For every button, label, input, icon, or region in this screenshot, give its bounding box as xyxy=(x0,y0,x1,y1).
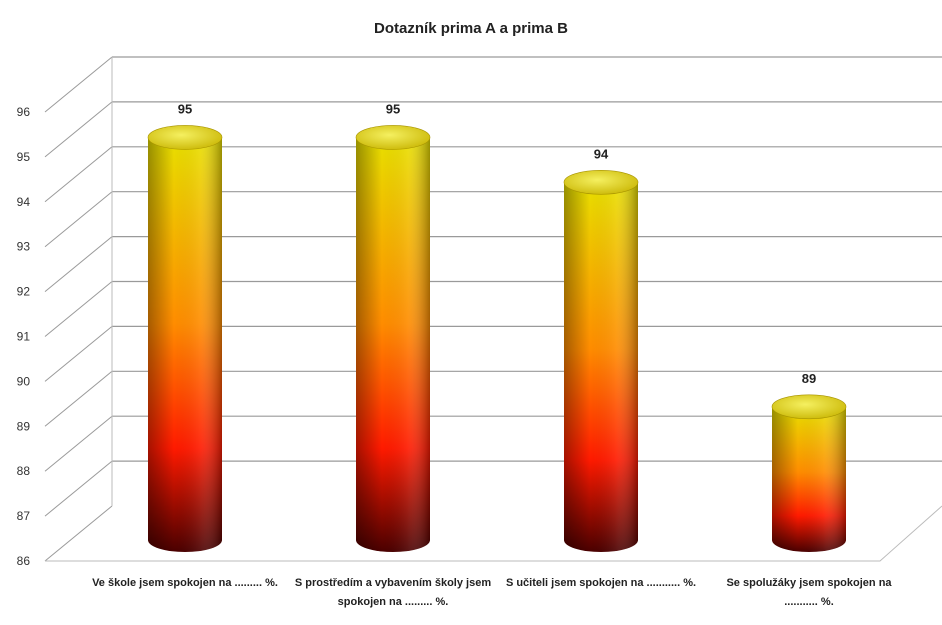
y-tick-label: 92 xyxy=(17,285,31,299)
bars: 95 95 94 89 xyxy=(147,101,847,553)
bar-top xyxy=(771,394,847,420)
bar xyxy=(147,125,223,552)
y-tick-label: 93 xyxy=(17,240,31,254)
gridlines: 86 87 88 89 90 91 92 93 94 95 96 xyxy=(17,56,942,568)
gridline-side xyxy=(44,146,113,203)
data-label: 94 xyxy=(594,146,609,161)
y-tick-label: 96 xyxy=(17,105,31,119)
y-tick-label: 95 xyxy=(17,150,31,164)
x-tick-label: S prostředím a vybavením školy jsem spok… xyxy=(294,577,492,608)
bar xyxy=(771,394,847,552)
bar-top xyxy=(563,170,639,195)
x-tick-label: Se spolužáky jsem spokojen na ..........… xyxy=(726,577,892,608)
y-tick-label: 90 xyxy=(17,374,31,388)
chart-title: Dotazník prima A a prima B xyxy=(374,20,568,37)
gridline-side xyxy=(44,370,113,427)
y-tick-label: 94 xyxy=(17,195,31,209)
bar xyxy=(355,125,431,552)
bar-shading xyxy=(148,137,222,552)
gridline-side xyxy=(44,101,113,158)
gridline-side xyxy=(44,460,113,517)
gridline-side xyxy=(44,326,113,382)
x-tick-label: S učiteli jsem spokojen na ........... %… xyxy=(505,577,697,589)
bar-shading xyxy=(564,182,638,553)
data-label: 95 xyxy=(178,101,192,116)
y-tick-label: 87 xyxy=(17,509,31,523)
x-tick-label: Ve škole jsem spokojen na ......... %. xyxy=(92,577,278,589)
bar-shading xyxy=(772,406,846,552)
axis-frame xyxy=(45,57,942,562)
bar-top xyxy=(355,125,431,150)
y-tick-label: 88 xyxy=(17,464,31,478)
bar xyxy=(563,170,639,553)
data-label: 89 xyxy=(802,371,816,386)
gridline-side xyxy=(44,56,113,113)
gridline-side xyxy=(44,505,113,562)
y-tick-label: 91 xyxy=(17,330,31,344)
gridline-side xyxy=(44,191,113,248)
bar-shading xyxy=(356,137,430,552)
y-tick-label: 86 xyxy=(17,554,31,568)
gridline-side xyxy=(44,281,113,337)
data-label: 95 xyxy=(386,101,400,116)
gridline-side xyxy=(44,236,113,292)
bar-top xyxy=(147,125,223,150)
y-tick-label: 89 xyxy=(17,419,31,433)
gridline-side xyxy=(44,415,113,472)
